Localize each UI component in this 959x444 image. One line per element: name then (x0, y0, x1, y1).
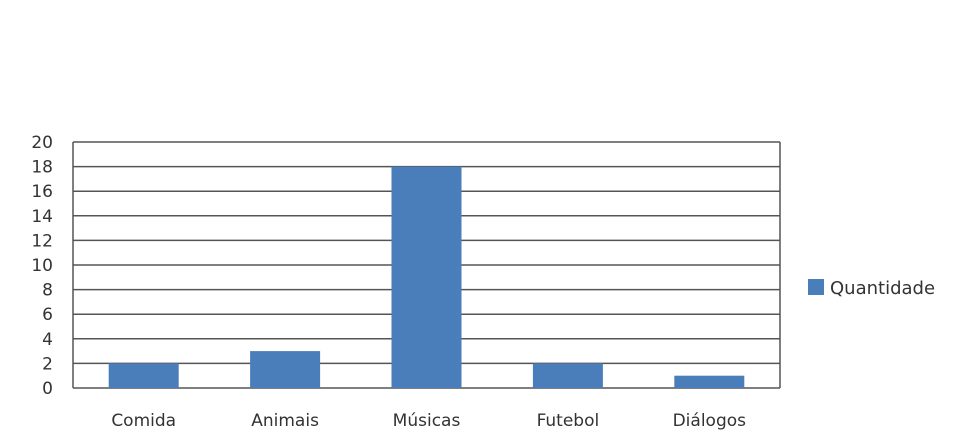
legend: Quantidade (808, 278, 935, 299)
y-tick-label: 16 (31, 182, 53, 202)
y-tick-label: 0 (42, 379, 53, 399)
x-tick-label: Futebol (537, 411, 600, 431)
x-tick-label: Diálogos (673, 411, 747, 431)
y-tick-label: 18 (31, 158, 53, 178)
legend-label-quantidade: Quantidade (830, 278, 935, 299)
y-tick-label: 8 (42, 281, 53, 301)
y-axis-ticks: 0 2 4 6 8 10 12 14 16 18 20 (31, 133, 53, 399)
y-tick-label: 14 (31, 207, 53, 227)
bar-comida (108, 363, 179, 388)
x-axis-labels: Comida Animais Músicas Futebol Diálogos (111, 411, 746, 431)
y-tick-label: 12 (31, 231, 53, 251)
bar-futebol (532, 363, 603, 388)
x-tick-label: Comida (111, 411, 176, 431)
bar-músicas (391, 166, 462, 388)
y-tick-label: 10 (31, 256, 53, 276)
bars (108, 166, 745, 388)
bar-animais (250, 351, 321, 388)
bar-diálogos (674, 375, 745, 388)
y-tick-label: 6 (42, 305, 53, 325)
x-tick-label: Animais (251, 411, 319, 431)
y-tick-label: 2 (42, 354, 53, 374)
legend-swatch-quantidade (808, 279, 824, 295)
y-tick-label: 20 (31, 133, 53, 153)
x-tick-label: Músicas (393, 411, 461, 431)
y-tick-label: 4 (42, 330, 53, 350)
